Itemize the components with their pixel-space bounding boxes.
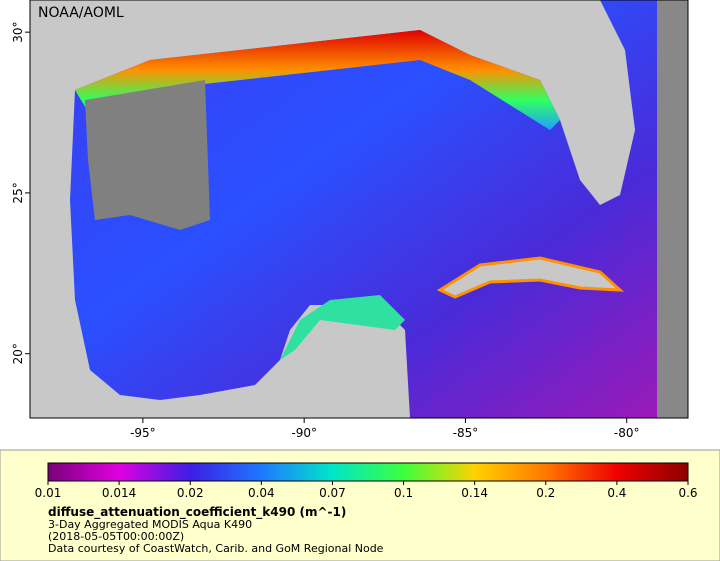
legend-line: (2018-05-05T00:00:00Z)	[48, 530, 184, 543]
colorbar-tick-label: 0.4	[607, 486, 626, 500]
coastal-turbidity	[75, 30, 560, 130]
legend-title: diffuse_attenuation_coefficient_k490 (m^…	[48, 505, 346, 520]
map-frame	[29, 0, 689, 419]
coastal-turbidity	[280, 295, 405, 360]
colorbar-tick-label: 0.6	[678, 486, 697, 500]
x-tick-label: -85°	[453, 426, 479, 440]
colorbar-tick-label: 0.01	[35, 486, 62, 500]
colorbar-tick-label: 0.14	[461, 486, 488, 500]
credit: NOAA/AOML	[38, 5, 124, 21]
legend-line: Data courtesy of CoastWatch, Carib. and …	[48, 542, 384, 555]
legend-line: 3-Day Aggregated MODIS Aqua K490	[48, 518, 252, 531]
colorbar-tick-label: 0.04	[248, 486, 275, 500]
x-tick-label: -95°	[130, 426, 156, 440]
colorbar-tick-label: 0.07	[319, 486, 346, 500]
cuba	[436, 256, 625, 299]
y-tick-label: 30°	[11, 22, 25, 43]
no-data-area	[85, 80, 210, 230]
colorbar-tick-label: 0.1	[394, 486, 413, 500]
no-data-strip	[657, 0, 688, 418]
colorbar: 0.01 0.014 0.02 0.04 0.07 0.1 0.14 0.2 0.4 0.6	[35, 462, 698, 500]
y-tick-label: 20°	[11, 343, 25, 364]
y-tick-label: 25°	[11, 182, 25, 203]
map: NOAA/AOML	[29, 0, 689, 419]
colorbar-tick-label: 0.2	[536, 486, 555, 500]
colorbar-tick-label: 0.02	[177, 486, 204, 500]
axes: -95° -90° -85° -80° 30° 25° 20°	[11, 22, 640, 440]
colorbar-ramp	[47, 462, 689, 482]
colorbar-tick-label: 0.014	[102, 486, 136, 500]
x-tick-label: -90°	[291, 426, 317, 440]
x-tick-label: -80°	[614, 426, 640, 440]
